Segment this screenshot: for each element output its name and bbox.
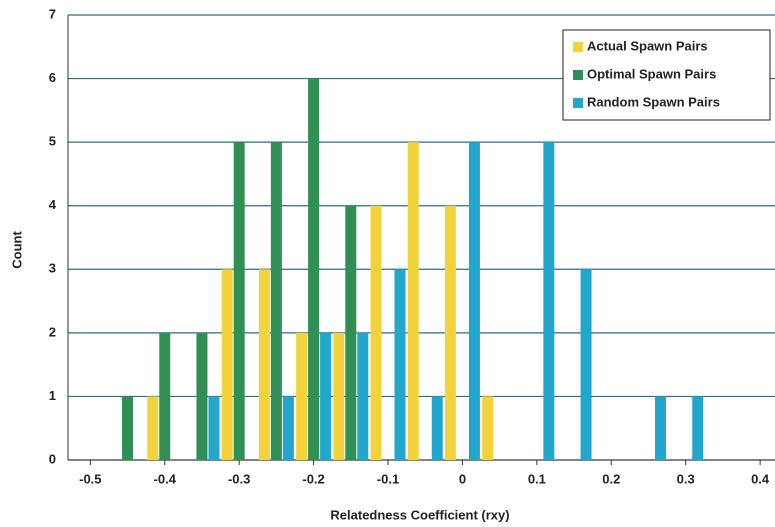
legend-swatch xyxy=(573,42,583,52)
bar xyxy=(196,332,208,460)
y-axis-title: Count xyxy=(9,231,24,269)
bar xyxy=(394,269,406,460)
x-tick-label: -0.3 xyxy=(228,471,250,486)
bar xyxy=(543,142,555,460)
legend-swatch xyxy=(573,98,583,108)
bar xyxy=(122,396,134,460)
x-tick-label: -0.2 xyxy=(302,471,324,486)
y-tick-label: 5 xyxy=(49,134,56,149)
bar xyxy=(357,332,369,460)
bar xyxy=(370,205,382,460)
x-tick-label: 0.3 xyxy=(677,471,695,486)
bar xyxy=(407,142,419,460)
bar xyxy=(333,332,345,460)
x-tick-label: 0 xyxy=(459,471,466,486)
bar xyxy=(258,269,270,460)
bar xyxy=(308,78,320,461)
bar xyxy=(296,332,308,460)
bar xyxy=(159,332,171,460)
y-tick-label: 4 xyxy=(49,197,57,212)
bar xyxy=(345,205,357,460)
bar xyxy=(580,269,592,460)
bar xyxy=(233,142,245,460)
y-tick-label: 2 xyxy=(49,324,56,339)
x-tick-label: -0.1 xyxy=(377,471,399,486)
x-axis-title: Relatedness Coefficient (rxy) xyxy=(330,507,509,522)
y-tick-label: 3 xyxy=(49,261,56,276)
bar xyxy=(320,332,332,460)
bar xyxy=(654,396,666,460)
x-tick-label: 0.1 xyxy=(528,471,546,486)
bar xyxy=(208,396,220,460)
x-tick-label: -0.4 xyxy=(154,471,177,486)
bar xyxy=(468,142,480,460)
x-tick-label: 0.4 xyxy=(751,471,770,486)
bar xyxy=(482,396,494,460)
bar xyxy=(147,396,159,460)
legend-label: Optimal Spawn Pairs xyxy=(587,66,716,81)
y-tick-label: 7 xyxy=(49,6,56,21)
legend-swatch xyxy=(573,70,583,80)
bar xyxy=(282,396,294,460)
x-tick-label: 0.2 xyxy=(602,471,620,486)
y-tick-label: 1 xyxy=(49,388,56,403)
y-tick-label: 0 xyxy=(49,451,56,466)
x-tick-label: -0.5 xyxy=(79,471,101,486)
bar xyxy=(221,269,233,460)
bar xyxy=(431,396,443,460)
legend-label: Actual Spawn Pairs xyxy=(587,38,708,53)
legend-box xyxy=(562,29,771,121)
bar xyxy=(692,396,704,460)
y-tick-label: 6 xyxy=(49,70,56,85)
bar xyxy=(444,205,456,460)
bar xyxy=(270,142,282,460)
legend-label: Random Spawn Pairs xyxy=(587,94,720,109)
